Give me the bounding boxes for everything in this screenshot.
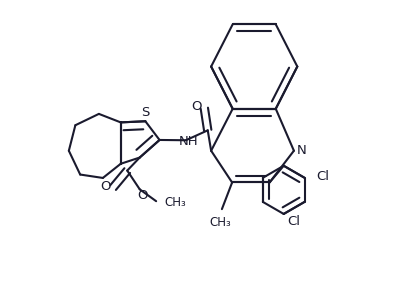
Text: S: S <box>141 106 150 119</box>
Text: O: O <box>137 189 148 202</box>
Text: N: N <box>297 144 307 157</box>
Text: O: O <box>191 100 202 113</box>
Text: CH₃: CH₃ <box>210 216 231 229</box>
Text: O: O <box>101 180 111 193</box>
Text: CH₃: CH₃ <box>165 196 187 209</box>
Text: Cl: Cl <box>287 215 300 228</box>
Text: Cl: Cl <box>316 170 330 183</box>
Text: NH: NH <box>179 135 198 148</box>
